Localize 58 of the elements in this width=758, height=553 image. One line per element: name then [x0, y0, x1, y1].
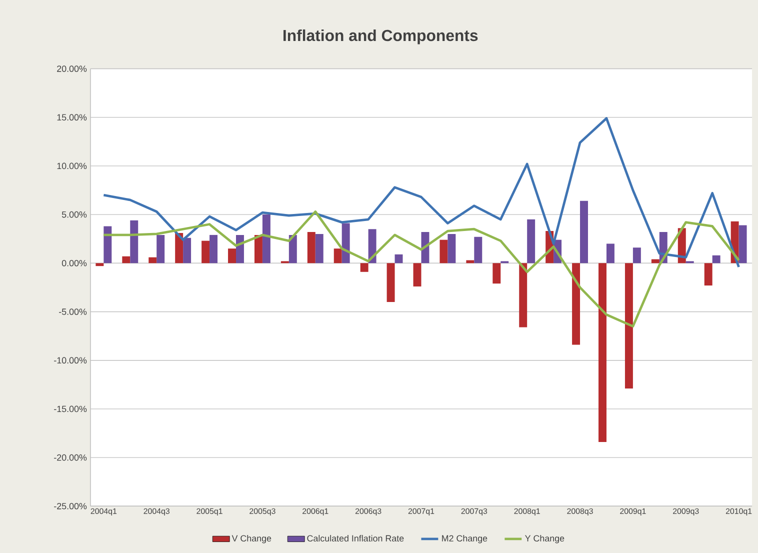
bar [210, 234, 218, 264]
bar [440, 240, 448, 264]
bar [156, 234, 165, 264]
legend-label: M2 Change [442, 534, 488, 544]
bar [183, 238, 192, 264]
bar [527, 219, 536, 264]
bar [96, 263, 104, 266]
bar [315, 234, 324, 264]
bar [474, 236, 482, 264]
y-tick-label: -15.00% [54, 406, 87, 412]
legend-label: Y Change [525, 534, 564, 544]
bar [580, 200, 588, 264]
legend-label: V Change [232, 534, 272, 544]
bar [413, 263, 422, 286]
bar [738, 225, 747, 264]
y-tick-label: -5.00% [59, 308, 87, 315]
y-tick-label: 15.00% [57, 114, 87, 121]
bar [572, 263, 580, 345]
y-tick-label: 20.00% [57, 66, 87, 72]
bar [421, 232, 430, 264]
bar [307, 232, 316, 264]
bar [254, 234, 262, 264]
bar [122, 256, 130, 264]
bar [386, 263, 395, 302]
bar [598, 263, 606, 442]
y-tick-label: -25.00% [54, 502, 87, 510]
bar [360, 263, 368, 272]
bar [148, 257, 157, 264]
bar [394, 254, 403, 264]
bar [632, 248, 641, 264]
chart-title: Inflation and Components [284, 29, 478, 44]
legend-label: Calculated Inflation Rate [307, 534, 404, 542]
y-tick-label: 10.00% [57, 162, 87, 170]
bar [448, 234, 456, 264]
bar [342, 223, 350, 264]
y-tick-label: -10.00% [54, 357, 87, 364]
bar [130, 220, 138, 264]
bar [334, 248, 342, 264]
y-tick-label: 0.00% [62, 260, 87, 266]
bar [466, 260, 474, 264]
bar [492, 263, 501, 284]
bar [262, 214, 270, 264]
bar [175, 233, 184, 264]
bar [202, 240, 210, 264]
bar [624, 263, 633, 389]
bar [704, 263, 712, 286]
bar [519, 263, 528, 328]
line-series [102, 117, 740, 268]
bar [228, 248, 236, 264]
bar [104, 226, 112, 264]
bar [606, 244, 614, 264]
y-tick-label: -20.00% [54, 454, 87, 461]
line-series [102, 210, 740, 328]
bar [712, 255, 720, 264]
bar [236, 234, 244, 264]
bar [288, 234, 297, 264]
y-tick-label: 5.00% [62, 211, 87, 218]
bar [651, 259, 660, 264]
